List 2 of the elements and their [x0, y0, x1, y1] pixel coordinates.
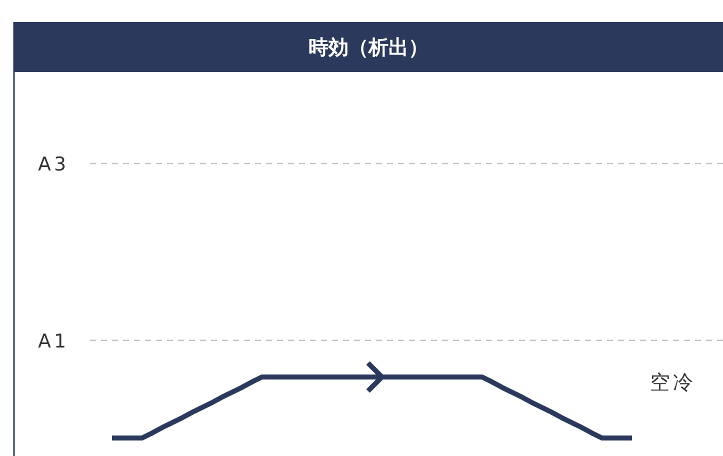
annotation: 空冷: [650, 370, 696, 394]
title: 時効（析出）: [308, 35, 428, 59]
